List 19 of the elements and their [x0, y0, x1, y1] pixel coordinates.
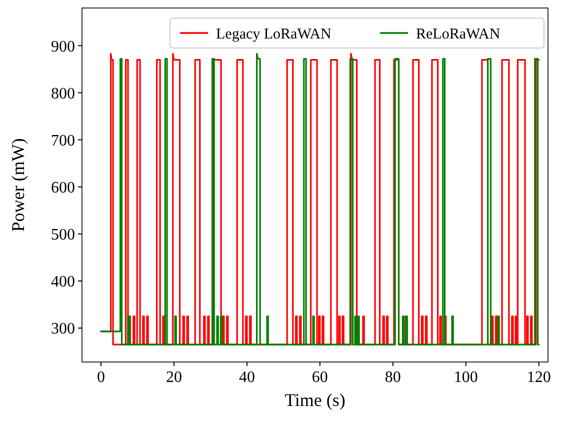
y-tick-label: 500 [51, 226, 75, 244]
y-tick-label: 900 [51, 38, 75, 56]
x-tick-label: 0 [96, 369, 105, 386]
legend-label: ReLoRaWAN [416, 26, 500, 42]
y-tick-label: 300 [51, 320, 75, 338]
x-tick-label: 40 [238, 369, 255, 386]
y-tick-label: 800 [51, 85, 75, 102]
y-tick-label: 600 [51, 179, 75, 196]
y-tick-label: 400 [51, 274, 75, 291]
y-axis-title: Power (mW) [8, 138, 28, 232]
x-tick-label: 60 [312, 369, 328, 386]
x-tick-label: 80 [384, 369, 401, 386]
legend-label: Legacy LoRaWAN [216, 26, 332, 42]
x-axis-title: Time (s) [284, 390, 346, 410]
y-tick-label: 700 [51, 132, 75, 150]
x-tick-label: 20 [166, 369, 182, 386]
x-tick-label: 100 [454, 369, 478, 386]
line-series [100, 52, 540, 346]
x-tick-label: 120 [526, 369, 551, 386]
